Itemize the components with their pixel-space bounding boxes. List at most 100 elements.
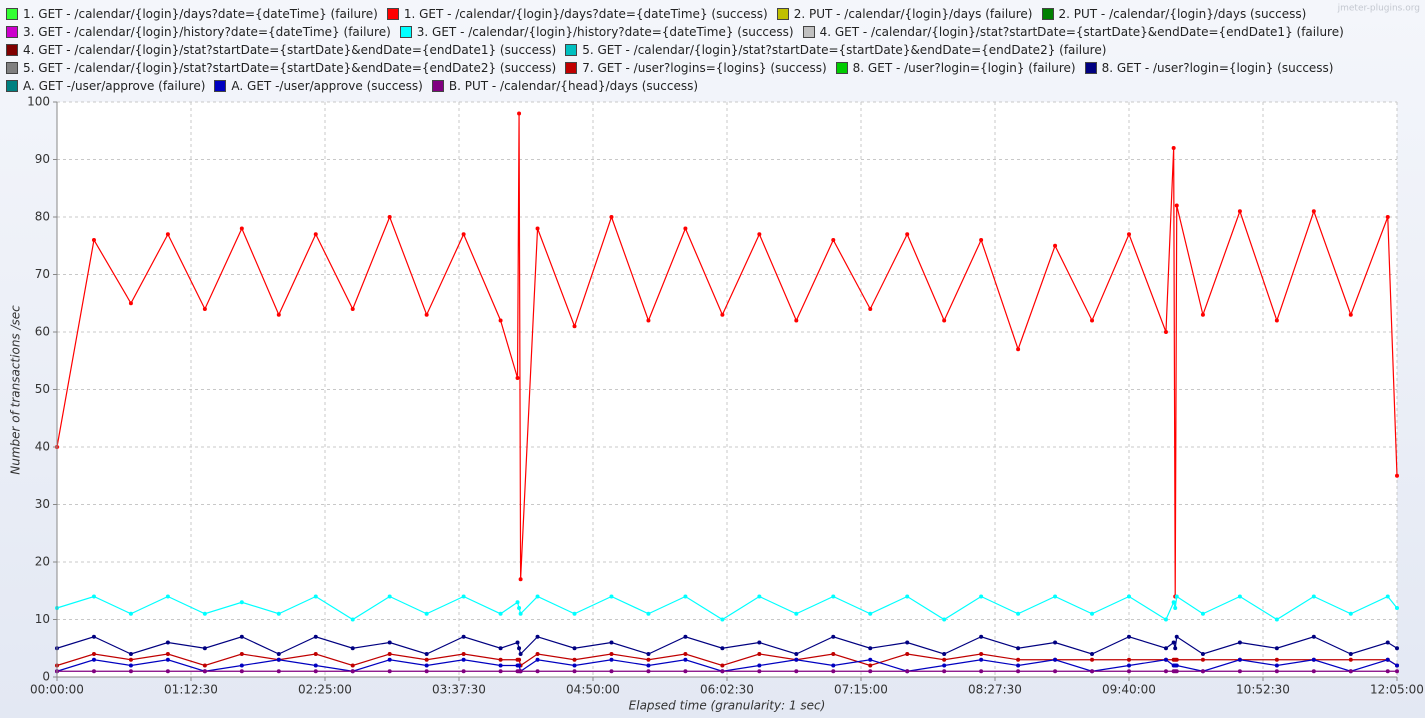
data-point bbox=[461, 232, 466, 237]
legend-label: 1. GET - /calendar/{login}/days?date={da… bbox=[23, 7, 378, 21]
data-point bbox=[424, 669, 429, 674]
data-point bbox=[515, 376, 520, 380]
data-point bbox=[609, 640, 614, 645]
data-point bbox=[1163, 657, 1168, 662]
data-point bbox=[1395, 473, 1399, 478]
legend-swatch bbox=[565, 62, 578, 74]
data-point bbox=[1090, 652, 1095, 656]
data-point bbox=[683, 657, 688, 662]
data-point bbox=[1274, 318, 1279, 323]
x-tick-label: 00:00:00 bbox=[30, 683, 84, 697]
x-tick-label: 10:52:30 bbox=[1236, 683, 1290, 697]
data-point bbox=[128, 611, 133, 616]
data-point bbox=[424, 652, 429, 656]
data-point bbox=[1053, 669, 1058, 674]
legend-swatch bbox=[565, 44, 578, 56]
data-point bbox=[1053, 243, 1058, 248]
data-point bbox=[1174, 203, 1179, 208]
data-point bbox=[979, 669, 984, 674]
legend-swatch bbox=[6, 80, 18, 92]
data-point bbox=[1174, 657, 1179, 662]
data-point bbox=[1395, 669, 1399, 674]
data-point bbox=[1274, 669, 1279, 674]
data-point bbox=[424, 663, 429, 668]
data-point bbox=[498, 669, 503, 674]
data-point bbox=[794, 669, 799, 674]
data-point bbox=[1237, 657, 1242, 662]
y-tick-label: 90 bbox=[35, 152, 50, 166]
data-point bbox=[720, 663, 725, 668]
data-point bbox=[1237, 669, 1242, 674]
legend-label: 7. GET - /user?logins={logins} (success) bbox=[582, 61, 827, 75]
data-point bbox=[1127, 663, 1131, 668]
data-point bbox=[1016, 347, 1021, 352]
data-point bbox=[831, 634, 836, 639]
data-point bbox=[942, 669, 947, 674]
data-point bbox=[1274, 663, 1279, 668]
y-axis-title: Number of transactions /sec bbox=[9, 305, 23, 475]
data-point bbox=[202, 646, 207, 651]
data-point bbox=[794, 611, 799, 616]
legend-item: 2. PUT - /calendar/{login}/days (failure… bbox=[776, 5, 1033, 23]
data-point bbox=[535, 652, 540, 656]
data-point bbox=[572, 663, 577, 668]
data-point bbox=[1348, 669, 1353, 674]
x-tick-label: 04:50:00 bbox=[566, 683, 620, 697]
data-point bbox=[387, 594, 392, 599]
data-point bbox=[609, 657, 614, 662]
data-point bbox=[757, 663, 762, 668]
data-point bbox=[683, 226, 688, 231]
data-point bbox=[831, 594, 836, 599]
data-point bbox=[91, 652, 96, 656]
data-point bbox=[794, 657, 799, 662]
data-point bbox=[498, 663, 503, 668]
data-point bbox=[91, 594, 96, 599]
data-point bbox=[461, 657, 466, 662]
data-point bbox=[1311, 209, 1316, 214]
legend-label: 8. GET - /user?login={login} (failure) bbox=[852, 61, 1076, 75]
x-tick-label: 01:12:30 bbox=[164, 683, 218, 697]
data-point bbox=[1016, 657, 1021, 662]
y-tick-label: 60 bbox=[35, 325, 50, 339]
data-point bbox=[91, 238, 96, 242]
x-tick-label: 12:05:00 bbox=[1370, 683, 1424, 697]
data-point bbox=[683, 669, 688, 674]
data-point bbox=[276, 611, 281, 616]
legend-swatch bbox=[802, 26, 815, 38]
data-point bbox=[905, 594, 910, 599]
data-point bbox=[461, 669, 466, 674]
data-point bbox=[979, 652, 984, 656]
data-point bbox=[515, 640, 520, 645]
x-tick-label: 07:15:00 bbox=[834, 683, 888, 697]
x-tick-label: 09:40:00 bbox=[1102, 683, 1156, 697]
data-point bbox=[1163, 646, 1168, 651]
data-point bbox=[165, 669, 170, 674]
data-point bbox=[942, 663, 947, 668]
data-point bbox=[1127, 232, 1131, 237]
data-point bbox=[498, 657, 503, 662]
data-point bbox=[1174, 663, 1179, 668]
data-point bbox=[794, 318, 799, 323]
data-point bbox=[165, 640, 170, 645]
data-point bbox=[1274, 646, 1279, 651]
legend-label: B. PUT - /calendar/{head}/days (success) bbox=[448, 79, 699, 93]
y-tick-label: 100 bbox=[27, 95, 50, 109]
data-point bbox=[683, 594, 688, 599]
data-point bbox=[165, 657, 170, 662]
data-point bbox=[461, 594, 466, 599]
y-tick-label: 10 bbox=[35, 612, 50, 626]
data-point bbox=[239, 663, 244, 668]
data-point bbox=[757, 669, 762, 674]
y-tick-label: 40 bbox=[35, 440, 50, 454]
data-point bbox=[518, 611, 523, 616]
legend-item: 8. GET - /user?login={login} (success) bbox=[1084, 59, 1334, 77]
data-point bbox=[535, 594, 540, 599]
data-point bbox=[461, 652, 466, 656]
data-point bbox=[831, 238, 836, 242]
data-point bbox=[128, 652, 133, 656]
data-point bbox=[498, 646, 503, 651]
data-point bbox=[1171, 640, 1176, 645]
legend-label: 2. PUT - /calendar/{login}/days (failure… bbox=[793, 7, 1033, 21]
data-point bbox=[202, 611, 207, 616]
data-point bbox=[794, 652, 799, 656]
